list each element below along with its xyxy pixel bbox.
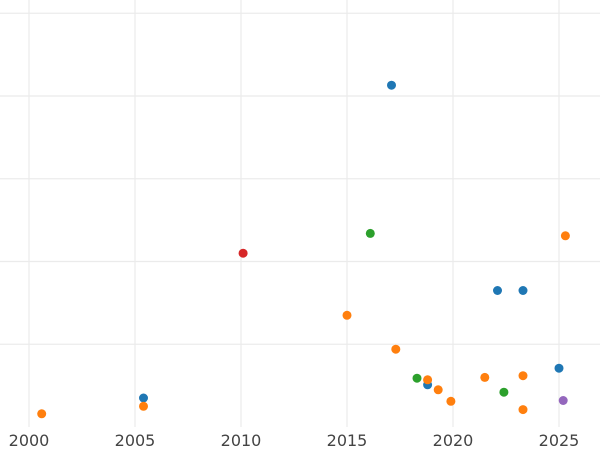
data-point-orange xyxy=(37,409,47,419)
data-point-blue xyxy=(554,363,564,373)
x-tick-label: 2005 xyxy=(115,431,156,450)
data-point-blue xyxy=(139,393,148,403)
data-point-blue xyxy=(518,286,528,295)
data-point-orange xyxy=(391,344,401,354)
data-point-orange xyxy=(480,372,490,382)
data-point-orange xyxy=(560,231,570,241)
data-point-orange xyxy=(342,310,352,320)
data-point-orange xyxy=(139,401,148,411)
data-point-blue xyxy=(493,286,502,295)
data-point-orange xyxy=(518,405,528,415)
x-tick-label: 2025 xyxy=(539,431,580,450)
x-tick-label: 2015 xyxy=(327,431,368,450)
data-point-green xyxy=(412,373,422,383)
data-point-orange xyxy=(423,375,433,385)
x-axis-tick-labels: 2000 2005 2010 2015 2020 2025 xyxy=(9,431,580,450)
data-point-orange xyxy=(446,396,456,406)
x-tick-label: 2000 xyxy=(9,431,50,450)
data-point-green xyxy=(499,387,509,397)
x-tick-label: 2020 xyxy=(433,431,474,450)
data-point-blue xyxy=(387,80,396,90)
data-points xyxy=(37,80,570,419)
gridlines xyxy=(0,0,600,427)
data-point-red xyxy=(238,248,248,258)
data-point-green xyxy=(365,228,375,238)
data-point-orange xyxy=(518,371,528,381)
x-tick-label: 2010 xyxy=(221,431,262,450)
data-point-orange xyxy=(433,385,443,395)
data-point-purple xyxy=(558,396,568,405)
